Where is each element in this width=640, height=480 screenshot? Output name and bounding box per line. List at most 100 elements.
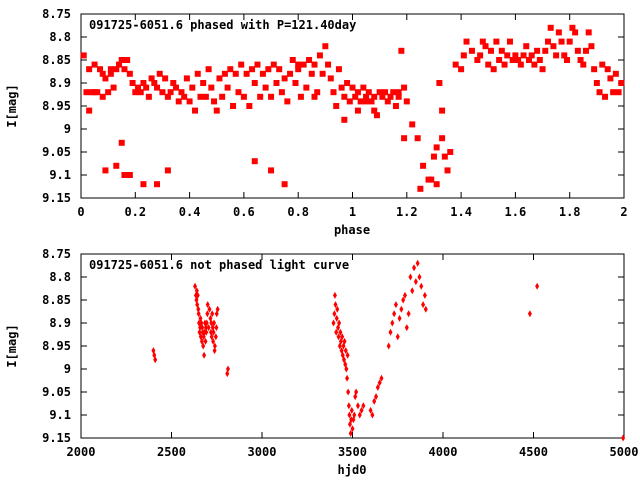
phased-data-point xyxy=(395,93,402,100)
phased-data-point xyxy=(596,89,603,96)
phased-data-point xyxy=(327,75,334,82)
phased-data-point xyxy=(572,29,579,36)
unphased-data-point xyxy=(374,393,379,401)
phased-data-point xyxy=(86,107,93,114)
phased-data-point xyxy=(251,80,258,86)
phased-data-point xyxy=(417,185,424,192)
unphased-xtick-label: 4000 xyxy=(429,445,458,459)
phased-data-point xyxy=(173,84,180,91)
unphased-data-point xyxy=(204,319,209,327)
phased-data-point xyxy=(430,153,437,160)
unphased-data-point xyxy=(404,324,409,332)
phased-data-point xyxy=(243,70,250,77)
unphased-data-point xyxy=(354,388,359,396)
phased-data-point xyxy=(91,89,98,96)
unphased-data-point xyxy=(355,402,360,410)
phased-data-point xyxy=(468,47,475,54)
phased-xtick-label: 1.8 xyxy=(559,205,581,219)
phased-data-point xyxy=(487,47,494,54)
unphased-data-point xyxy=(346,402,351,410)
unphased-data-point xyxy=(527,310,532,318)
unphased-data-point xyxy=(393,301,398,309)
phased-data-point xyxy=(618,80,625,86)
unphased-data-point xyxy=(214,324,219,332)
phased-data-point xyxy=(118,139,125,146)
unphased-xtick-label: 2500 xyxy=(157,445,186,459)
phased-data-point xyxy=(316,52,323,59)
phased-data-point xyxy=(588,43,595,50)
phased-data-point xyxy=(221,70,228,77)
phased-data-point xyxy=(164,167,171,174)
unphased-data-point xyxy=(336,333,341,341)
phased-data-point xyxy=(561,52,568,59)
phased-data-point xyxy=(129,80,136,86)
phased-data-point xyxy=(392,103,399,109)
phased-data-point xyxy=(140,181,147,188)
phased-data-point xyxy=(433,181,440,188)
phased-data-point xyxy=(534,47,541,54)
phased-ytick-label: 9.15 xyxy=(42,191,71,205)
unphased-data-point xyxy=(410,287,415,295)
phased-data-point xyxy=(181,93,188,100)
unphased-data-point xyxy=(535,282,540,290)
phased-ytick-label: 9.05 xyxy=(42,145,71,159)
phased-data-point xyxy=(83,89,90,96)
phased-data-point xyxy=(335,66,342,73)
phased-data-point xyxy=(154,84,161,91)
phased-data-point xyxy=(124,57,131,63)
phased-data-point xyxy=(439,135,446,142)
phased-data-point xyxy=(363,98,370,105)
unphased-plot-title: 091725-6051.6 not phased light curve xyxy=(89,258,349,272)
unphased-data-point xyxy=(338,328,343,336)
phased-data-point xyxy=(284,98,291,105)
phased-data-point xyxy=(289,57,296,63)
unphased-data-point xyxy=(348,429,353,437)
phased-data-point xyxy=(107,66,114,73)
unphased-data-point xyxy=(390,319,395,327)
phased-data-point xyxy=(447,149,454,155)
phased-data-point xyxy=(463,38,470,45)
phased-data-point xyxy=(555,29,562,36)
phased-data-point xyxy=(249,66,256,73)
unphased-ytick-label: 9.1 xyxy=(49,408,71,422)
phased-data-point xyxy=(154,181,161,188)
phased-data-point xyxy=(607,75,614,82)
phased-data-point xyxy=(205,66,212,73)
phased-data-point xyxy=(341,93,348,100)
phased-data-point xyxy=(333,103,340,109)
phased-data-point xyxy=(322,43,329,50)
phased-data-point xyxy=(542,47,549,54)
phased-data-point xyxy=(363,93,370,100)
phased-data-point xyxy=(506,38,513,45)
phased-data-point xyxy=(194,70,201,77)
phased-data-point xyxy=(143,84,150,91)
phased-xtick-label: 0.8 xyxy=(287,205,309,219)
phased-data-point xyxy=(352,93,359,100)
phased-plot-title: 091725-6051.6 phased with P=121.40day xyxy=(89,18,356,32)
unphased-data-point xyxy=(406,310,411,318)
phased-data-point xyxy=(376,89,383,96)
phased-ytick-label: 8.8 xyxy=(49,30,71,44)
unphased-data-point xyxy=(379,374,384,382)
unphased-data-point xyxy=(205,301,210,309)
unphased-data-point xyxy=(334,328,339,336)
unphased-data-point xyxy=(345,374,350,382)
phased-data-point xyxy=(490,66,497,73)
phased-data-point xyxy=(387,93,394,100)
phased-data-point xyxy=(403,98,410,105)
phased-data-point xyxy=(189,84,196,91)
phased-data-point xyxy=(308,70,315,77)
phased-data-point xyxy=(436,80,443,86)
phased-data-point xyxy=(512,52,519,59)
phased-data-point xyxy=(107,70,114,77)
phased-data-point xyxy=(474,57,481,63)
phased-data-point xyxy=(202,93,209,100)
phased-data-point xyxy=(265,66,272,73)
unphased-plot-ylabel: I[mag] xyxy=(5,324,19,367)
unphased-data-point xyxy=(357,411,362,419)
phased-data-point xyxy=(281,181,288,188)
unphased-data-point xyxy=(375,383,380,391)
phased-data-point xyxy=(254,61,261,68)
unphased-data-point xyxy=(212,347,217,355)
phased-data-point xyxy=(593,80,600,86)
